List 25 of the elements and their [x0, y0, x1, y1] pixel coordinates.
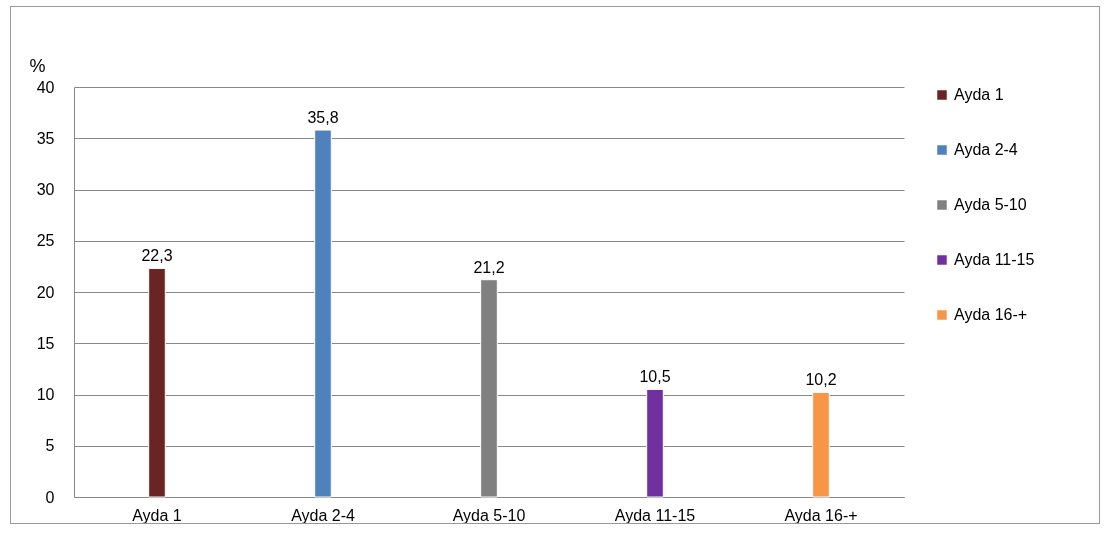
- y-tick-label: 30: [36, 181, 55, 198]
- y-tick-label: 20: [36, 283, 55, 301]
- x-tick-label: Ayda 5-10: [452, 506, 526, 524]
- legend-label: Ayda 16-+: [954, 306, 1028, 323]
- y-tick-label: 0: [45, 488, 55, 506]
- data-label: 35,8: [307, 109, 339, 127]
- y-tick-label: 35: [36, 129, 55, 147]
- x-tick-label: Ayda 11-15: [614, 506, 696, 524]
- data-label: 22,3: [141, 247, 173, 265]
- legend-label: Ayda 2-4: [954, 141, 1018, 158]
- y-tick-label: 5: [45, 437, 55, 455]
- legend-label: Ayda 1: [954, 86, 1004, 103]
- legend-label: Ayda 11-15: [954, 251, 1035, 268]
- data-label: 21,2: [473, 258, 505, 276]
- y-tick-label: 10: [36, 386, 55, 403]
- data-label: 10,2: [805, 371, 837, 389]
- x-tick-label: Ayda 1: [132, 506, 182, 524]
- legend-label: Ayda 5-10: [954, 196, 1027, 213]
- data-label: 10,5: [639, 368, 671, 386]
- y-tick-label: 40: [36, 78, 55, 96]
- y-tick-label: 15: [36, 334, 55, 352]
- x-tick-label: Ayda 2-4: [291, 506, 355, 524]
- x-tick-label: Ayda 16-+: [784, 506, 858, 524]
- y-tick-label: 25: [36, 232, 55, 250]
- y-axis-title: %: [29, 55, 46, 76]
